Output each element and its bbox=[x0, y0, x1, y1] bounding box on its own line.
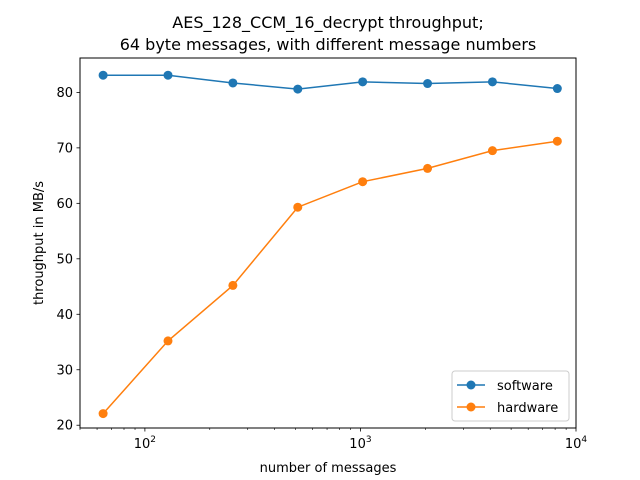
x-tick-label: 103 bbox=[349, 435, 371, 452]
chart-title-line2: 64 byte messages, with different message… bbox=[120, 35, 537, 54]
data-point-software bbox=[293, 84, 303, 94]
data-point-hardware bbox=[293, 202, 303, 212]
data-point-hardware bbox=[358, 177, 368, 187]
y-axis-label: throughput in MB/s bbox=[32, 181, 47, 305]
legend-label-software: software bbox=[497, 379, 553, 394]
legend-marker-hardware bbox=[466, 402, 476, 412]
legend: software hardware bbox=[451, 370, 570, 422]
legend-box bbox=[451, 370, 570, 422]
series-line-software bbox=[103, 74, 558, 90]
y-tick-label: 60 bbox=[56, 197, 73, 212]
y-tick-label: 50 bbox=[56, 252, 73, 267]
data-point-software bbox=[423, 79, 433, 89]
legend-label-hardware: hardware bbox=[497, 401, 558, 416]
chart-title-line1: AES_128_CCM_16_decrypt throughput; bbox=[172, 13, 483, 33]
y-tick-label: 20 bbox=[56, 419, 73, 434]
data-point-software bbox=[98, 70, 108, 80]
data-point-hardware bbox=[228, 280, 238, 290]
data-point-hardware bbox=[423, 163, 433, 173]
data-point-software bbox=[228, 78, 238, 88]
x-tick-label: 102 bbox=[134, 435, 156, 452]
y-tick-label: 40 bbox=[56, 308, 73, 323]
x-tick-label: 104 bbox=[565, 435, 588, 452]
data-point-software bbox=[358, 77, 368, 87]
y-tick-label: 70 bbox=[56, 141, 73, 156]
data-point-software bbox=[163, 70, 173, 80]
legend-marker-software bbox=[466, 380, 476, 390]
plot-area: 20 30 40 50 60 70 80 102 103 104 bbox=[56, 70, 588, 452]
x-axis-label: number of messages bbox=[260, 461, 397, 476]
axes-frame bbox=[79, 57, 577, 429]
data-point-hardware bbox=[98, 409, 108, 419]
y-tick-label: 80 bbox=[56, 86, 73, 101]
y-tick-label: 30 bbox=[56, 363, 73, 378]
data-point-hardware bbox=[487, 146, 497, 156]
data-point-hardware bbox=[552, 136, 562, 146]
data-point-hardware bbox=[163, 336, 173, 346]
data-point-software bbox=[552, 84, 562, 94]
series-line-hardware bbox=[102, 140, 558, 415]
data-point-software bbox=[487, 77, 497, 87]
